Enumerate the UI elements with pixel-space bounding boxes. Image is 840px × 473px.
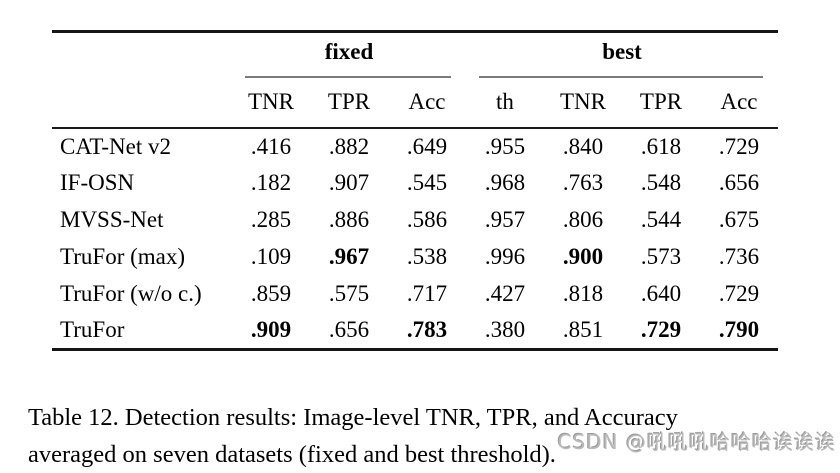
table-cell: .840: [562, 133, 604, 159]
table-cell: .763: [562, 170, 604, 195]
table-row-ifosn: IF-OSN .182 .907 .545 .968 .763 .548 .65…: [52, 165, 778, 202]
table-row-trufor-woc: TruFor (w/o c.) .859 .575 .717 .427 .818…: [52, 276, 778, 313]
table-cell: .649: [406, 133, 448, 159]
table-cell: .729: [718, 133, 760, 159]
table-cell: .996: [484, 244, 526, 269]
group-header-best: best: [466, 32, 778, 78]
col-header-best-tpr: TPR: [639, 89, 683, 114]
table-caption: Table 12. Detection results: Image-level…: [28, 399, 830, 473]
col-header-fixed-tnr: TNR: [248, 89, 294, 114]
group-header-row: fixed best: [52, 32, 778, 78]
table-cell: .907: [328, 170, 370, 195]
table-cell: .675: [718, 207, 760, 232]
table-cell: .416: [250, 133, 292, 159]
row-label: CAT-Net v2: [60, 133, 171, 159]
col-header-fixed-tpr: TPR: [327, 89, 371, 114]
col-header-best-acc: Acc: [720, 89, 758, 114]
table-row-trufor-max: TruFor (max) .109 .967 .538 .996 .900 .5…: [52, 239, 778, 276]
table-row-catnet-v2: CAT-Net v2 .416 .882 .649 .955 .840 .618…: [52, 128, 778, 165]
table-cell: .586: [406, 207, 448, 232]
caption-line-1: Table 12. Detection results: Image-level…: [28, 403, 678, 431]
row-label: TruFor: [60, 317, 125, 343]
table-cell: .575: [328, 281, 370, 306]
table-cell: .109: [250, 244, 292, 269]
col-header-best-tnr: TNR: [560, 89, 606, 114]
table-cell: .427: [484, 281, 526, 306]
table-cell: .806: [562, 207, 604, 232]
group-header-fixed: fixed: [232, 32, 466, 78]
table-cell: .859: [250, 281, 292, 306]
table-row-mvssnet: MVSS-Net .285 .886 .586 .957 .806 .544 .…: [52, 202, 778, 239]
table-cell: .182: [250, 170, 292, 195]
table-cell: .380: [484, 317, 526, 343]
table-cell: .957: [484, 207, 526, 232]
table-cell: .783: [406, 317, 448, 343]
table-cell: .729: [718, 281, 760, 306]
table-cell: .729: [640, 317, 682, 343]
table-row-trufor: TruFor .909 .656 .783 .380 .851 .729 .79…: [52, 313, 778, 350]
corner-cell: [52, 32, 232, 78]
csdn-watermark: CSDN @吼吼吼哈哈哈诶诶诶: [557, 430, 836, 454]
table-cell: .538: [406, 244, 448, 269]
results-table: fixed best TNR TPR Acc th TNR TPR Acc CA…: [52, 30, 778, 351]
table-cell: .573: [640, 244, 682, 269]
table-cell: .656: [328, 317, 370, 343]
row-label: IF-OSN: [60, 170, 135, 195]
table-cell: .909: [250, 317, 292, 343]
table-cell: .545: [406, 170, 448, 195]
table-cell: .618: [640, 133, 682, 159]
table-cell: .882: [328, 133, 370, 159]
col-header-best-th: th: [496, 89, 514, 114]
row-label: MVSS-Net: [60, 207, 164, 232]
table-cell: .736: [718, 244, 760, 269]
row-label: TruFor (max): [60, 244, 186, 269]
table-cell: .656: [718, 170, 760, 195]
table-cell: .967: [328, 244, 370, 269]
table-cell: .640: [640, 281, 682, 306]
corner-cell: [52, 78, 232, 128]
table-cell: .285: [250, 207, 292, 232]
table-cell: .968: [484, 170, 526, 195]
table-cell: .717: [406, 281, 448, 306]
table-cell: .851: [562, 317, 604, 343]
table-cell: .544: [640, 207, 682, 232]
column-header-row: TNR TPR Acc th TNR TPR Acc: [52, 78, 778, 128]
table-cell: .790: [718, 317, 760, 343]
table-cell: .548: [640, 170, 682, 195]
row-label: TruFor (w/o c.): [60, 281, 202, 306]
table-cell: .900: [562, 244, 604, 269]
table-cell: .818: [562, 281, 604, 306]
table-cell: .955: [484, 133, 526, 159]
col-header-fixed-acc: Acc: [408, 89, 446, 114]
table-cell: .886: [328, 207, 370, 232]
